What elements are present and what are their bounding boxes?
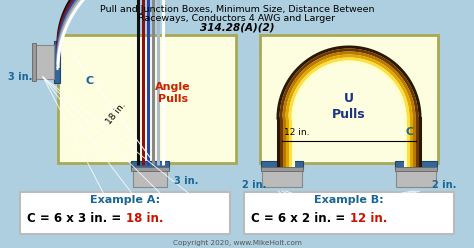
Bar [261, 161, 303, 169]
Bar [396, 169, 436, 187]
Text: C: C [86, 76, 94, 86]
Text: 2 in.: 2 in. [432, 180, 456, 190]
Bar [32, 43, 36, 81]
Bar [20, 192, 230, 234]
Text: U
Pulls: U Pulls [332, 93, 366, 122]
Bar [54, 41, 60, 83]
Bar [34, 45, 54, 79]
Text: 12 in.: 12 in. [350, 212, 387, 224]
Bar [58, 35, 236, 163]
Bar [131, 161, 170, 169]
Text: 18 in.: 18 in. [126, 212, 164, 224]
Text: 18 in.: 18 in. [105, 101, 128, 126]
Bar [134, 169, 167, 187]
Text: 12 in.: 12 in. [284, 128, 310, 137]
Text: Raceways, Conductors 4 AWG and Larger: Raceways, Conductors 4 AWG and Larger [138, 14, 336, 23]
Text: 2 in.: 2 in. [242, 180, 266, 190]
Text: C = 6 x 2 in. =: C = 6 x 2 in. = [251, 212, 349, 224]
Text: Angle
Pulls: Angle Pulls [155, 82, 191, 104]
Text: C: C [406, 127, 414, 137]
Text: Example A:: Example A: [90, 195, 160, 205]
Text: Copyright 2020, www.MikeHolt.com: Copyright 2020, www.MikeHolt.com [173, 240, 301, 246]
Bar [262, 169, 302, 187]
Text: C = 6 x 3 in. =: C = 6 x 3 in. = [27, 212, 125, 224]
Bar [244, 192, 454, 234]
Bar [395, 167, 437, 171]
Text: 3 in.: 3 in. [174, 176, 199, 186]
Bar [261, 167, 303, 171]
Text: 3 in.: 3 in. [8, 72, 32, 82]
Text: 314.28(A)(2): 314.28(A)(2) [200, 23, 274, 33]
Text: Example B:: Example B: [314, 195, 384, 205]
Text: Pull and Junction Boxes, Minimum Size, Distance Between: Pull and Junction Boxes, Minimum Size, D… [100, 5, 374, 14]
Bar [131, 167, 170, 171]
Bar [260, 35, 438, 163]
Bar [395, 161, 437, 169]
